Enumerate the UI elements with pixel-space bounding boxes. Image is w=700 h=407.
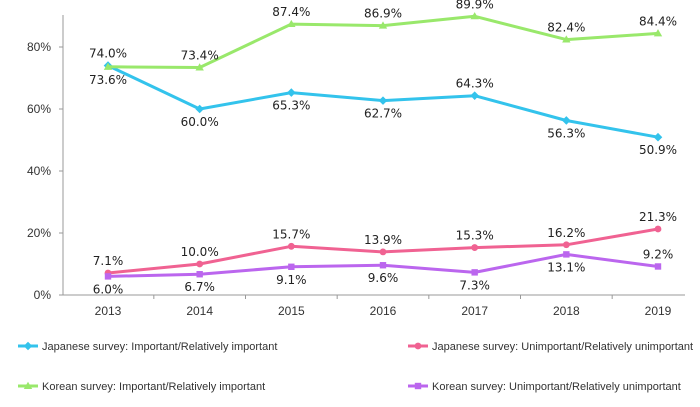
data-point-japanese-unimportant [471, 244, 479, 251]
data-point-japanese-unimportant [562, 241, 570, 249]
x-tick-label: 2017 [461, 304, 488, 318]
series-group [103, 12, 663, 280]
x-tick-label: 2015 [278, 304, 305, 318]
data-labels: 74.0% 60.0% 65.3% 62.7% 64.3% 56.3% 50.9% 7.1% 1… [89, 0, 677, 296]
data-point-korean-unimportant [288, 263, 295, 270]
x-tick-label: 2014 [186, 304, 213, 318]
legend-label-korean-unimportant: Korean survey: Unimportant/Relatively un… [432, 381, 681, 393]
data-label-japanese-unimportant: 16.2% [547, 226, 585, 240]
data-label-japanese-unimportant: 13.9% [364, 233, 402, 247]
data-label-korean-unimportant: 6.0% [93, 282, 124, 296]
legend-marker-japanese-important [23, 341, 33, 351]
x-tick-label: 2016 [370, 304, 397, 318]
data-point-korean-unimportant [104, 273, 112, 280]
data-point-japanese-important [562, 116, 571, 125]
data-label-japanese-unimportant: 15.7% [272, 227, 310, 241]
data-label-japanese-important: 56.3% [547, 126, 585, 140]
data-point-korean-unimportant [196, 271, 203, 278]
data-label-korean-unimportant: 9.6% [368, 271, 399, 285]
data-label-korean-important: 87.4% [272, 5, 310, 19]
data-point-korean-important [562, 35, 571, 43]
data-point-japanese-unimportant [379, 248, 387, 256]
y-tick-label: 80% [27, 40, 51, 54]
y-tick-label: 40% [27, 164, 51, 178]
data-point-korean-unimportant [563, 251, 570, 258]
data-label-korean-important: 86.9% [364, 7, 402, 21]
data-label-japanese-important: 50.9% [639, 143, 677, 157]
data-point-korean-unimportant [471, 269, 478, 276]
data-point-korean-unimportant [379, 262, 387, 269]
data-label-japanese-unimportant: 15.3% [456, 229, 494, 243]
data-label-korean-unimportant: 13.1% [547, 260, 585, 274]
data-label-korean-important: 73.6% [89, 73, 127, 87]
data-point-korean-important [103, 62, 113, 70]
data-label-japanese-unimportant: 21.3% [639, 210, 677, 224]
data-point-japanese-unimportant [654, 225, 662, 233]
data-point-korean-important [378, 21, 388, 29]
y-tick-label: 20% [27, 226, 51, 240]
data-point-japanese-important [470, 91, 479, 100]
x-axis-ticks: 2013 2014 2015 2016 2017 2018 2019 [95, 295, 672, 318]
data-label-japanese-important: 60.0% [181, 115, 219, 129]
data-label-korean-unimportant: 9.2% [643, 247, 674, 261]
data-label-japanese-important: 65.3% [272, 99, 310, 113]
y-tick-label: 0% [34, 288, 52, 302]
legend: Japanese survey: Important/Relatively im… [18, 341, 693, 393]
data-point-japanese-unimportant [287, 242, 295, 250]
legend-label-korean-important: Korean survey: Important/Relatively impo… [42, 381, 265, 393]
data-point-korean-important [470, 12, 479, 20]
data-label-korean-important: 84.4% [639, 14, 677, 28]
x-tick-label: 2018 [553, 304, 580, 318]
legend-marker-korean-unimportant [414, 382, 422, 390]
y-axis-ticks: 0% 20% 40% 60% 80% [27, 40, 63, 302]
data-label-japanese-important: 74.0% [89, 47, 127, 61]
data-point-korean-important [287, 19, 296, 28]
y-tick-label: 60% [27, 102, 51, 116]
data-point-korean-important [653, 29, 663, 37]
data-point-korean-unimportant [654, 263, 662, 270]
data-point-japanese-important [195, 104, 204, 114]
data-label-korean-unimportant: 7.3% [459, 278, 490, 292]
data-label-japanese-unimportant: 7.1% [93, 254, 124, 268]
data-label-japanese-important: 62.7% [364, 107, 402, 121]
data-label-korean-unimportant: 6.7% [184, 280, 215, 294]
data-label-korean-important: 89.9% [456, 0, 494, 11]
legend-label-japanese-important: Japanese survey: Important/Relatively im… [42, 341, 277, 353]
data-label-korean-important: 73.4% [181, 48, 219, 62]
data-point-japanese-important [287, 88, 296, 97]
legend-label-japanese-unimportant: Japanese survey: Unimportant/Relatively … [432, 341, 693, 353]
data-point-japanese-important [378, 96, 388, 105]
data-point-japanese-unimportant [196, 260, 204, 268]
legend-marker-korean-important [23, 381, 33, 389]
data-label-japanese-unimportant: 10.0% [181, 245, 219, 259]
data-point-korean-important [195, 63, 204, 71]
legend-marker-japanese-unimportant [414, 342, 422, 350]
x-tick-label: 2019 [645, 304, 672, 318]
data-point-japanese-important [653, 132, 663, 142]
data-label-korean-unimportant: 9.1% [276, 273, 307, 287]
data-label-japanese-important: 64.3% [456, 77, 494, 91]
data-label-korean-important: 82.4% [547, 21, 585, 35]
x-tick-label: 2013 [95, 304, 122, 318]
